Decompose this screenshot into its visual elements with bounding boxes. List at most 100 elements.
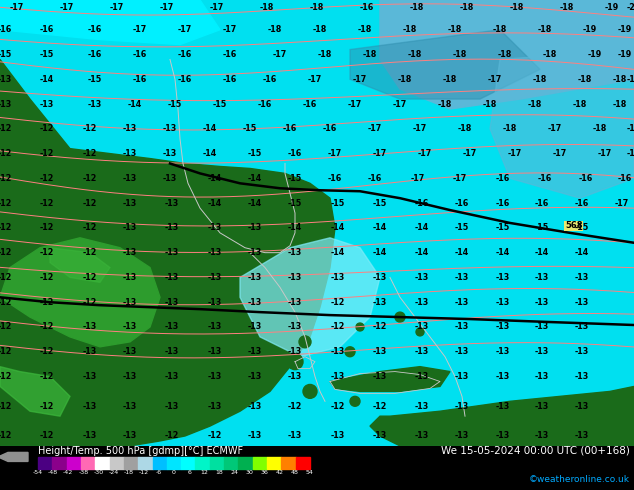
- Text: -20: -20: [627, 3, 634, 12]
- Text: -15: -15: [88, 75, 102, 84]
- Text: -16: -16: [368, 174, 382, 183]
- Text: -17: -17: [328, 149, 342, 158]
- Text: -30: -30: [93, 470, 103, 475]
- Text: -13: -13: [123, 432, 137, 441]
- Text: -17: -17: [463, 149, 477, 158]
- Text: We 15-05-2024 00:00 UTC (00+168): We 15-05-2024 00:00 UTC (00+168): [441, 446, 630, 456]
- Text: -13: -13: [455, 298, 469, 307]
- Polygon shape: [330, 367, 450, 392]
- Text: -18: -18: [453, 50, 467, 59]
- Text: -14: -14: [208, 198, 222, 208]
- Text: -13: -13: [575, 298, 589, 307]
- Text: -15: -15: [535, 223, 549, 232]
- Circle shape: [287, 354, 303, 369]
- Text: -16: -16: [415, 198, 429, 208]
- Text: -15: -15: [248, 149, 262, 158]
- Text: -16: -16: [535, 198, 549, 208]
- Text: -17: -17: [110, 3, 124, 12]
- Text: -16: -16: [133, 50, 147, 59]
- Text: -13: -13: [288, 298, 302, 307]
- Text: -18: -18: [560, 3, 574, 12]
- Text: -17: -17: [210, 3, 224, 12]
- Text: -13: -13: [123, 198, 137, 208]
- Text: -17: -17: [348, 99, 362, 109]
- Text: -13: -13: [165, 223, 179, 232]
- Circle shape: [299, 336, 311, 348]
- Text: -13: -13: [165, 298, 179, 307]
- Text: -24: -24: [108, 470, 119, 475]
- Text: -13: -13: [208, 347, 222, 356]
- Text: -13: -13: [535, 347, 549, 356]
- Text: -14: -14: [575, 248, 589, 257]
- Text: -18: -18: [448, 25, 462, 34]
- Text: -13: -13: [88, 99, 102, 109]
- Text: -12: -12: [83, 149, 97, 158]
- Text: -16: -16: [579, 174, 593, 183]
- Text: -16: -16: [88, 50, 102, 59]
- Text: -16: -16: [303, 99, 317, 109]
- FancyArrow shape: [0, 452, 28, 462]
- Text: -16: -16: [263, 75, 277, 84]
- Text: -16: -16: [496, 198, 510, 208]
- Text: -13: -13: [288, 432, 302, 441]
- Text: -12: -12: [165, 432, 179, 441]
- Text: -17: -17: [627, 124, 634, 133]
- Text: -38: -38: [78, 470, 88, 475]
- Text: -17: -17: [411, 174, 425, 183]
- Text: -12: -12: [331, 402, 345, 411]
- Text: -13: -13: [415, 402, 429, 411]
- Text: -14: -14: [535, 248, 549, 257]
- Text: -13: -13: [415, 432, 429, 441]
- Bar: [224, 457, 238, 469]
- Text: -12: -12: [0, 124, 12, 133]
- Bar: [238, 457, 253, 469]
- Text: -13: -13: [83, 347, 97, 356]
- Text: -16: -16: [496, 174, 510, 183]
- Text: -12: -12: [0, 223, 12, 232]
- Text: 18: 18: [216, 470, 223, 475]
- Text: -12: -12: [40, 198, 54, 208]
- Text: -18: -18: [528, 99, 542, 109]
- Text: -17: -17: [368, 124, 382, 133]
- Text: -17: -17: [598, 149, 612, 158]
- Text: -13: -13: [123, 149, 137, 158]
- Text: -13: -13: [288, 322, 302, 332]
- Text: -13: -13: [248, 223, 262, 232]
- Text: -13: -13: [496, 273, 510, 282]
- Text: -13: -13: [123, 322, 137, 332]
- Text: -13: -13: [288, 248, 302, 257]
- Text: -17: -17: [553, 149, 567, 158]
- Text: -16: -16: [133, 75, 147, 84]
- Text: -12: -12: [40, 149, 54, 158]
- Text: -17: -17: [508, 149, 522, 158]
- Text: -17: -17: [373, 149, 387, 158]
- Text: -13: -13: [163, 124, 177, 133]
- Text: -13: -13: [123, 298, 137, 307]
- Text: -12: -12: [83, 198, 97, 208]
- Text: -18: -18: [498, 50, 512, 59]
- Text: -14: -14: [331, 248, 345, 257]
- Circle shape: [345, 347, 355, 357]
- Text: -18: -18: [503, 124, 517, 133]
- Text: -16: -16: [0, 25, 12, 34]
- Bar: [253, 457, 267, 469]
- Text: -13: -13: [163, 174, 177, 183]
- Bar: [181, 457, 195, 469]
- Text: -13: -13: [535, 273, 549, 282]
- Text: -13: -13: [83, 432, 97, 441]
- Text: -13: -13: [248, 372, 262, 381]
- Text: -13: -13: [248, 402, 262, 411]
- Text: -13: -13: [575, 432, 589, 441]
- Polygon shape: [350, 30, 540, 99]
- Text: -15: -15: [243, 124, 257, 133]
- Text: -13: -13: [455, 273, 469, 282]
- Text: -12: -12: [40, 372, 54, 381]
- Text: -42: -42: [63, 470, 74, 475]
- Text: -13: -13: [248, 322, 262, 332]
- Text: 30: 30: [245, 470, 254, 475]
- Text: -13: -13: [165, 372, 179, 381]
- Text: -12: -12: [40, 322, 54, 332]
- Text: -12: -12: [139, 470, 149, 475]
- Text: -13: -13: [373, 372, 387, 381]
- Text: -18: -18: [363, 50, 377, 59]
